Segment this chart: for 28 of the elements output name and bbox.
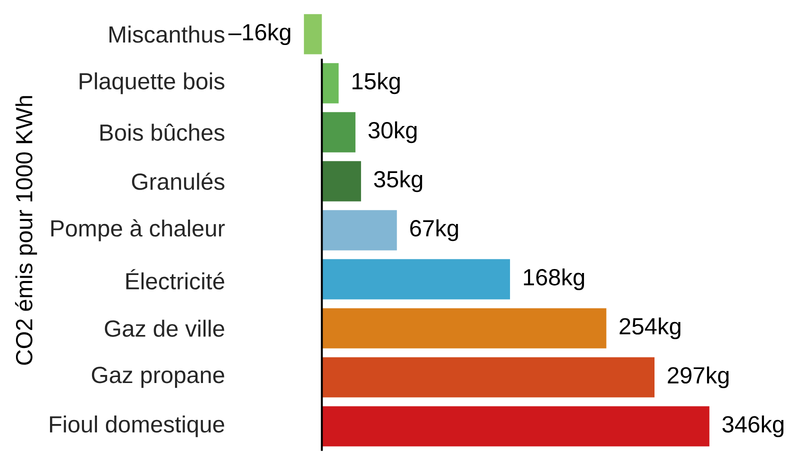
y-axis-title: CO2 émis pour 1000 KWh: [15, 96, 38, 365]
data-label: 30kg: [368, 121, 417, 143]
bar: [322, 62, 339, 104]
data-label: 346kg: [722, 415, 784, 437]
data-label: 35kg: [374, 170, 422, 192]
y-tick-label: Pompe à chaleur: [51, 219, 225, 242]
y-tick-label: Fioul domestique: [50, 415, 224, 437]
data-label: 168kg: [524, 268, 584, 290]
bar: [322, 112, 356, 152]
y-tick-label: Granulés: [132, 172, 224, 190]
data-label: 254kg: [620, 317, 680, 339]
bar: [322, 356, 654, 398]
y-tick-label: Gaz propane: [92, 366, 224, 388]
y-tick-label: Électricité: [126, 268, 224, 290]
y-tick-label: Miscanthus: [110, 25, 224, 43]
y-tick-label: Plaquette bois: [80, 72, 224, 94]
bar: [322, 308, 606, 348]
data-label: –16kg: [228, 23, 290, 45]
y-tick-label: Gaz de ville: [104, 320, 224, 337]
data-label: 297kg: [668, 366, 729, 388]
bar: [322, 258, 510, 300]
bar: [322, 160, 362, 202]
data-label: 15kg: [352, 72, 400, 94]
y-tick-label: Bois bûches: [100, 123, 224, 141]
data-label: 67kg: [410, 219, 458, 241]
bar: [322, 406, 710, 446]
bar: [304, 14, 322, 54]
bar: [322, 210, 397, 250]
